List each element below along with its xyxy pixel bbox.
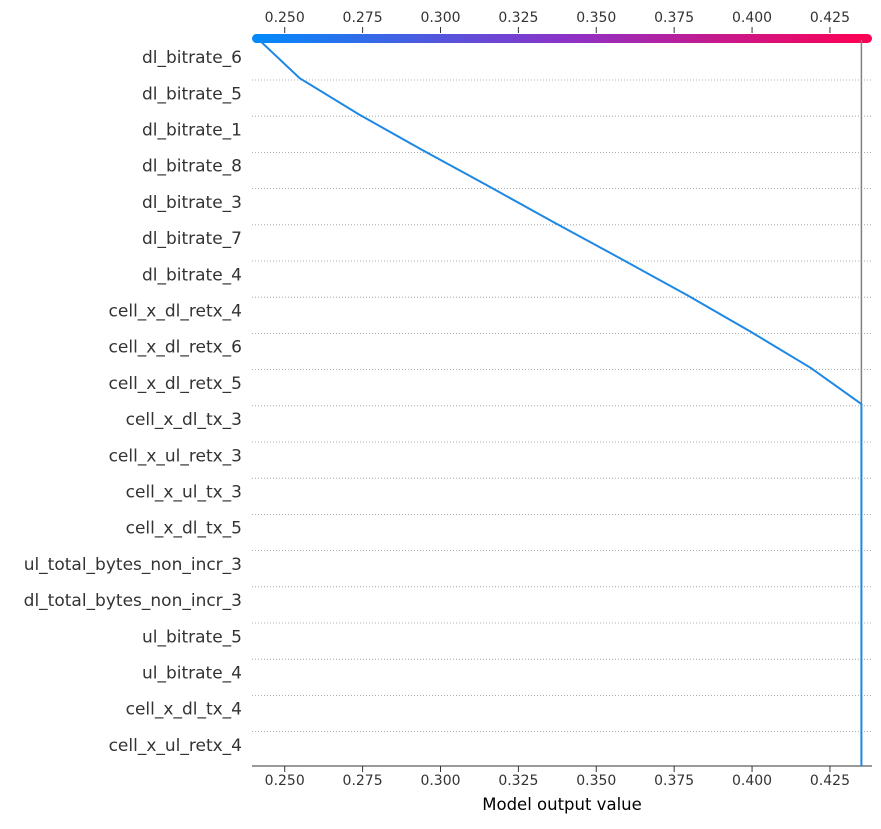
feature-label: dl_bitrate_3 bbox=[142, 193, 242, 213]
feature-label: ul_total_bytes_non_incr_3 bbox=[24, 555, 242, 575]
top-tick-label: 0.325 bbox=[498, 10, 538, 26]
x-axis-title: Model output value bbox=[482, 795, 642, 814]
top-colorbar bbox=[252, 34, 872, 43]
top-tick-label: 0.250 bbox=[265, 10, 305, 26]
bottom-tick-label: 0.425 bbox=[810, 773, 850, 789]
feature-label: dl_total_bytes_non_incr_3 bbox=[24, 591, 242, 611]
feature-label: ul_bitrate_4 bbox=[142, 664, 242, 684]
bottom-tick-label: 0.250 bbox=[265, 773, 305, 789]
feature-labels: dl_bitrate_6 dl_bitrate_5 dl_bitrate_1 dl_b… bbox=[24, 48, 242, 756]
feature-label: dl_bitrate_6 bbox=[142, 48, 242, 68]
feature-label: ul_bitrate_5 bbox=[142, 627, 242, 647]
bottom-tick-label: 0.400 bbox=[732, 773, 772, 789]
feature-label: dl_bitrate_4 bbox=[142, 265, 242, 285]
bottom-tick-label: 0.300 bbox=[420, 773, 460, 789]
x-axis-ticks: 0.250 0.250 0.275 0.275 0.300 0.300 0.325 0.325… bbox=[265, 10, 850, 789]
top-tick-label: 0.375 bbox=[654, 10, 694, 26]
top-tick-label: 0.350 bbox=[576, 10, 616, 26]
bottom-tick-label: 0.275 bbox=[343, 773, 383, 789]
feature-label: cell_x_ul_retx_3 bbox=[109, 446, 242, 466]
feature-label: cell_x_dl_retx_5 bbox=[109, 374, 242, 394]
bottom-tick-label: 0.350 bbox=[576, 773, 616, 789]
top-tick-label: 0.275 bbox=[343, 10, 383, 26]
top-tick-label: 0.400 bbox=[732, 10, 772, 26]
feature-label: dl_bitrate_7 bbox=[142, 229, 242, 249]
feature-label: cell_x_dl_retx_4 bbox=[109, 302, 242, 322]
gridlines bbox=[252, 79, 872, 732]
feature-label: dl_bitrate_1 bbox=[142, 121, 242, 141]
feature-label: dl_bitrate_8 bbox=[142, 157, 242, 177]
decision-path-line bbox=[260, 41, 863, 766]
feature-label: cell_x_dl_tx_5 bbox=[126, 519, 242, 539]
feature-label: cell_x_ul_retx_4 bbox=[109, 736, 242, 756]
top-tick-label: 0.425 bbox=[810, 10, 850, 26]
bottom-tick-label: 0.375 bbox=[654, 773, 694, 789]
top-tick-label: 0.300 bbox=[420, 10, 460, 26]
feature-label: cell_x_dl_tx_4 bbox=[126, 700, 242, 720]
feature-label: dl_bitrate_5 bbox=[142, 84, 242, 104]
feature-label: cell_x_ul_tx_3 bbox=[126, 483, 242, 503]
feature-label: cell_x_dl_tx_3 bbox=[126, 410, 242, 430]
feature-label: cell_x_dl_retx_6 bbox=[109, 338, 242, 358]
bottom-tick-label: 0.325 bbox=[498, 773, 538, 789]
